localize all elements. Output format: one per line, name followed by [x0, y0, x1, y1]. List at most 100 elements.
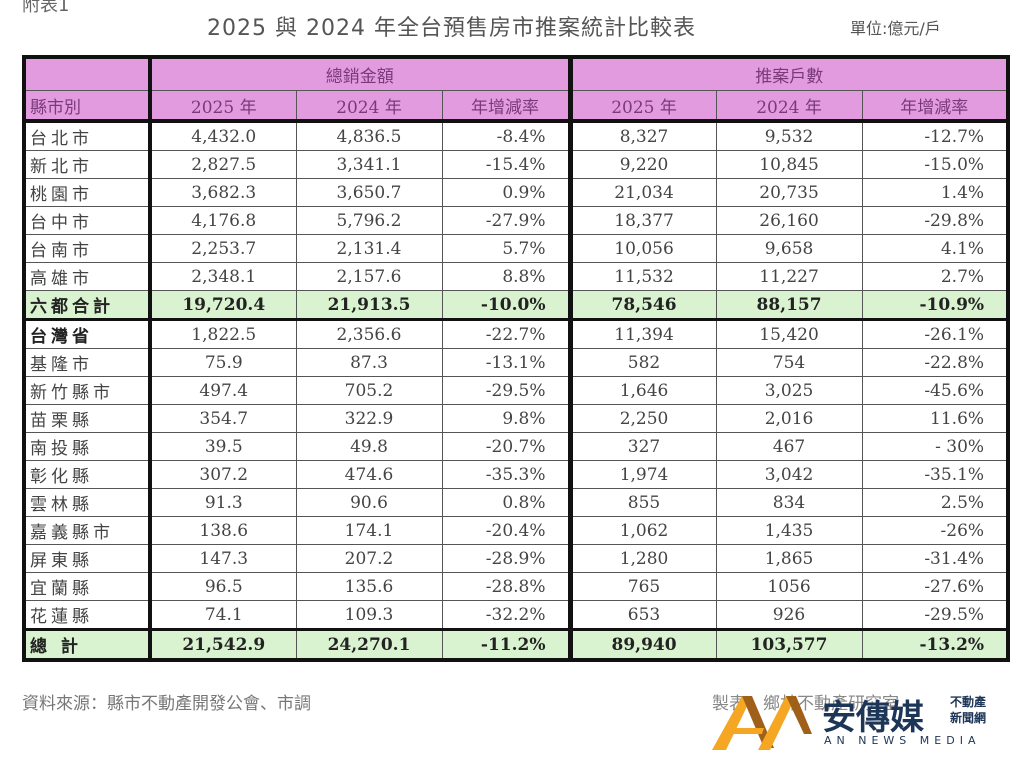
- units-2025-cell: 11,394: [567, 318, 717, 349]
- sales-rate-cell: -11.2%: [441, 628, 571, 661]
- units-rate-cell: -10.9%: [861, 290, 1009, 320]
- units-2024-cell: 88,157: [715, 290, 863, 320]
- sales-2024-cell: 90.6: [295, 488, 443, 517]
- units-2025-cell: 21,034: [567, 178, 717, 207]
- sales-2024-cell: 3,650.7: [295, 178, 443, 207]
- region-cell: 高雄市: [23, 262, 151, 291]
- units-2025-cell: 1,280: [567, 544, 717, 573]
- units-rate-cell: -27.6%: [861, 572, 1009, 601]
- units-2024-cell: 9,658: [715, 234, 863, 263]
- region-cell: 雲林縣: [23, 488, 151, 517]
- group-header-sales: 總銷金額: [147, 56, 571, 91]
- region-cell: 總 計: [23, 628, 151, 661]
- column-header-units-2024: 2024 年: [715, 90, 863, 122]
- sales-2025-cell: 147.3: [148, 544, 297, 573]
- sales-rate-cell: 0.9%: [441, 178, 571, 207]
- sales-2025-cell: 307.2: [148, 460, 297, 489]
- units-2025-cell: 855: [567, 488, 717, 517]
- sales-rate-cell: -28.9%: [441, 544, 571, 573]
- sales-2024-cell: 2,157.6: [295, 262, 443, 291]
- units-2025-cell: 2,250: [567, 404, 717, 433]
- data-source-note: 資料來源：縣市不動產開發公會、市調: [22, 694, 311, 714]
- units-rate-cell: -22.8%: [861, 348, 1009, 377]
- logo-side-text: 不動產 新聞網: [950, 694, 986, 726]
- sales-2025-cell: 2,348.1: [148, 262, 297, 291]
- units-rate-cell: -15.0%: [861, 150, 1009, 179]
- logo-name-en: AN NEWS MEDIA: [824, 734, 981, 747]
- sales-2025-cell: 21,542.9: [148, 628, 297, 661]
- table-row: 總 計 21,542.9 24,270.1 -11.2% 89,940 103,577 -1…: [23, 628, 1009, 661]
- region-cell: 屏東縣: [23, 544, 151, 573]
- units-rate-cell: -31.4%: [861, 544, 1009, 573]
- units-rate-cell: - 30%: [861, 432, 1009, 461]
- sales-2025-cell: 91.3: [148, 488, 297, 517]
- units-rate-cell: -35.1%: [861, 460, 1009, 489]
- region-cell: 苗栗縣: [23, 404, 151, 433]
- sales-2025-cell: 96.5: [148, 572, 297, 601]
- sales-2025-cell: 19,720.4: [148, 290, 297, 320]
- sales-2025-cell: 2,827.5: [148, 150, 297, 179]
- sales-2024-cell: 3,341.1: [295, 150, 443, 179]
- units-2025-cell: 582: [567, 348, 717, 377]
- units-rate-cell: 4.1%: [861, 234, 1009, 263]
- sales-2025-cell: 75.9: [148, 348, 297, 377]
- sales-2024-cell: 322.9: [295, 404, 443, 433]
- table-row: 雲林縣 91.3 90.6 0.8% 855 834 2.5%: [23, 488, 1009, 517]
- column-header-sales-2025: 2025 年: [148, 90, 297, 122]
- sales-2025-cell: 74.1: [148, 600, 297, 630]
- region-cell: 基隆市: [23, 348, 151, 377]
- table-row: 花蓮縣 74.1 109.3 -32.2% 653 926 -29.5%: [23, 600, 1009, 630]
- an-news-media-logo: 安傳媒 不動產 新聞網 AN NEWS MEDIA: [712, 690, 1012, 752]
- sales-2024-cell: 474.6: [295, 460, 443, 489]
- table-row: 新北市 2,827.5 3,341.1 -15.4% 9,220 10,845 -15.0%: [23, 150, 1009, 179]
- units-2024-cell: 20,735: [715, 178, 863, 207]
- group-header-units: 推案戶數: [567, 56, 1009, 91]
- region-cell: 新竹縣市: [23, 376, 151, 405]
- region-cell: 彰化縣: [23, 460, 151, 489]
- sales-2024-cell: 24,270.1: [295, 628, 443, 661]
- units-2024-cell: 1,865: [715, 544, 863, 573]
- table-row: 嘉義縣市 138.6 174.1 -20.4% 1,062 1,435 -26%: [23, 516, 1009, 545]
- sales-rate-cell: -20.4%: [441, 516, 571, 545]
- units-2024-cell: 1,435: [715, 516, 863, 545]
- units-2025-cell: 327: [567, 432, 717, 461]
- units-rate-cell: 1.4%: [861, 178, 1009, 207]
- sales-rate-cell: -8.4%: [441, 119, 571, 151]
- sales-2025-cell: 3,682.3: [148, 178, 297, 207]
- units-2025-cell: 653: [567, 600, 717, 630]
- region-cell: 台中市: [23, 206, 151, 235]
- column-header-units-2025: 2025 年: [567, 90, 717, 122]
- sales-2024-cell: 5,796.2: [295, 206, 443, 235]
- units-2025-cell: 78,546: [567, 290, 717, 320]
- units-2025-cell: 10,056: [567, 234, 717, 263]
- units-2025-cell: 18,377: [567, 206, 717, 235]
- table-row: 宜蘭縣 96.5 135.6 -28.8% 765 1056 -27.6%: [23, 572, 1009, 601]
- an-logo-mark-icon: [712, 696, 812, 750]
- sales-rate-cell: 8.8%: [441, 262, 571, 291]
- sales-rate-cell: -20.7%: [441, 432, 571, 461]
- region-cell: 台北市: [23, 119, 151, 151]
- units-rate-cell: -29.5%: [861, 600, 1009, 630]
- units-rate-cell: -29.8%: [861, 206, 1009, 235]
- units-2024-cell: 103,577: [715, 628, 863, 661]
- sales-rate-cell: -13.1%: [441, 348, 571, 377]
- logo-side-line2: 新聞網: [950, 711, 987, 725]
- sales-2025-cell: 4,432.0: [148, 119, 297, 151]
- sales-rate-cell: -10.0%: [441, 290, 571, 320]
- table-row: 屏東縣 147.3 207.2 -28.9% 1,280 1,865 -31.4%: [23, 544, 1009, 573]
- table-maker-note: 製表：鄉林不動產研究室: [712, 694, 899, 714]
- units-2025-cell: 8,327: [567, 119, 717, 151]
- logo-side-line1: 不動產: [950, 695, 987, 709]
- sales-2025-cell: 2,253.7: [148, 234, 297, 263]
- sales-rate-cell: -32.2%: [441, 600, 571, 630]
- region-cell: 六都合計: [23, 290, 151, 320]
- table-number-label: 附表1: [22, 0, 70, 16]
- units-rate-cell: -12.7%: [861, 119, 1009, 151]
- sales-2024-cell: 2,131.4: [295, 234, 443, 263]
- region-cell: 宜蘭縣: [23, 572, 151, 601]
- sales-rate-cell: 5.7%: [441, 234, 571, 263]
- region-cell: 南投縣: [23, 432, 151, 461]
- sales-2024-cell: 109.3: [295, 600, 443, 630]
- units-rate-cell: 2.5%: [861, 488, 1009, 517]
- units-2024-cell: 3,042: [715, 460, 863, 489]
